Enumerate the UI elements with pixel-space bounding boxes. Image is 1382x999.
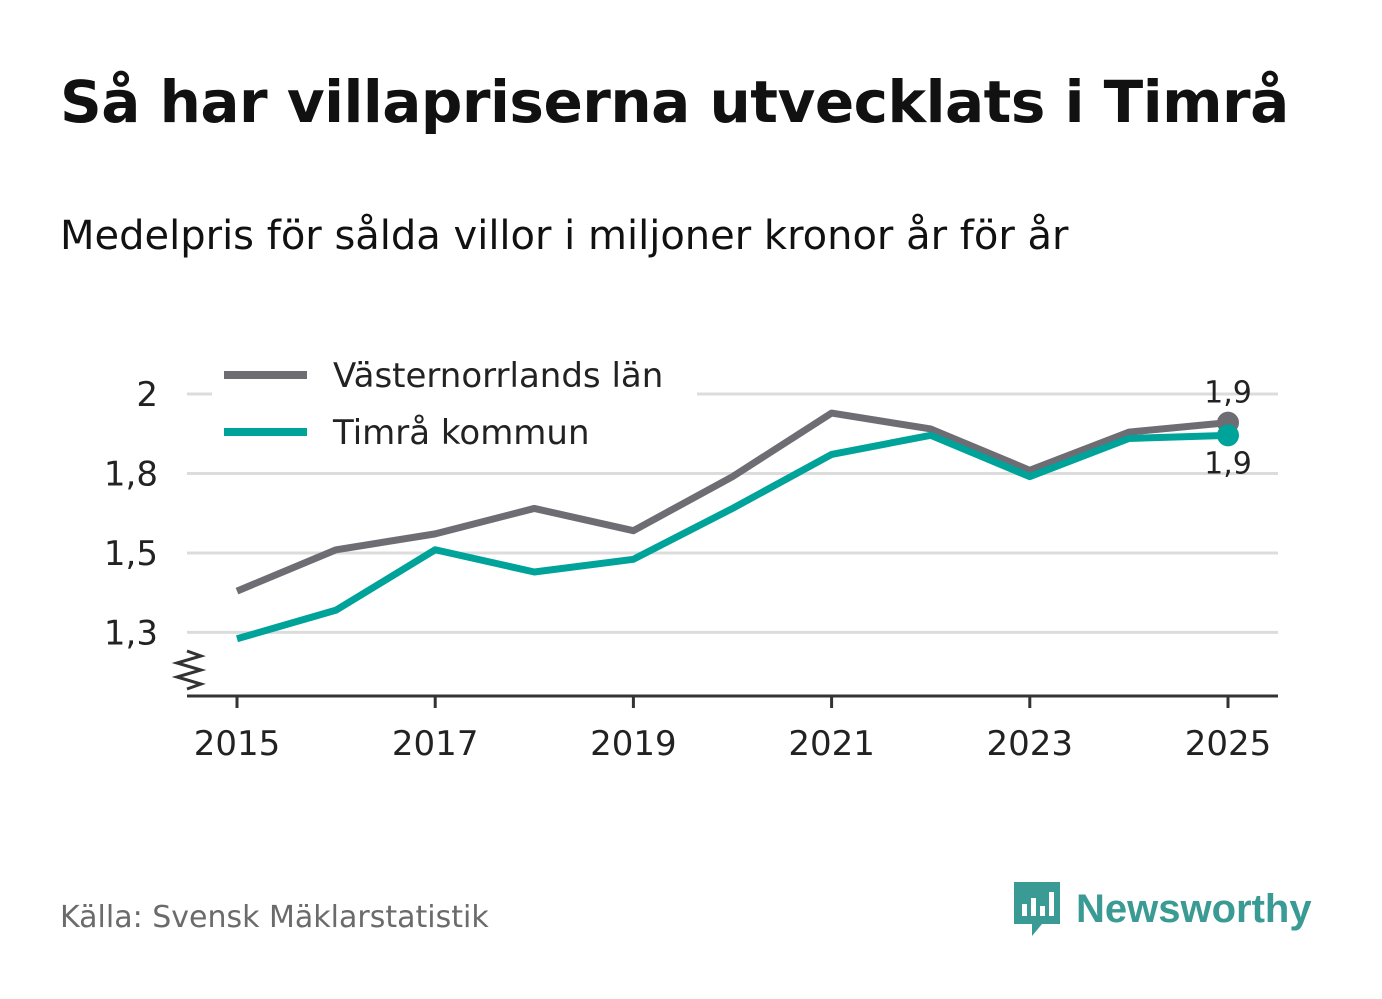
end-labels: 1,9 1,9 <box>1204 376 1252 482</box>
series-end-point <box>1217 424 1239 447</box>
x-tick-label: 2017 <box>392 724 479 764</box>
newsworthy-logo-icon <box>1014 882 1060 936</box>
axis-break-mark <box>171 649 207 691</box>
series-lines <box>235 409 1239 643</box>
chart-title: Så har villapriserna utvecklats i Timrå <box>60 68 1289 136</box>
x-tick-label: 2025 <box>1185 724 1272 764</box>
series-line <box>235 409 1229 595</box>
end-value-label: 1,9 <box>1204 446 1252 481</box>
y-tick-label: 1,8 <box>104 454 158 494</box>
source-note: Källa: Svensk Mäklarstatistik <box>60 900 489 935</box>
x-axis: 2015 2017 2019 2021 2023 2025 <box>171 649 1278 764</box>
chart-subtitle: Medelpris för sålda villor i miljoner kr… <box>60 213 1069 259</box>
legend-label: Västernorrlands län <box>333 356 663 396</box>
x-tick-label: 2015 <box>194 724 281 764</box>
y-tick-label: 1,5 <box>104 534 158 574</box>
y-axis-labels: 1,3 1,5 1,8 2 <box>104 375 158 653</box>
legend-label: Timrå kommun <box>332 413 590 453</box>
end-value-label: 1,9 <box>1204 376 1252 411</box>
x-tick-label: 2019 <box>590 724 677 764</box>
series-line <box>236 431 1229 643</box>
y-tick-label: 2 <box>136 375 158 415</box>
y-tick-label: 1,3 <box>104 613 158 653</box>
x-tick-label: 2023 <box>987 724 1074 764</box>
brand-logo: Newsworthy <box>1012 880 1312 938</box>
legend: Västernorrlands län Timrå kommun <box>212 356 697 456</box>
brand-name: Newsworthy <box>1076 886 1312 931</box>
x-tick-label: 2021 <box>788 724 875 764</box>
